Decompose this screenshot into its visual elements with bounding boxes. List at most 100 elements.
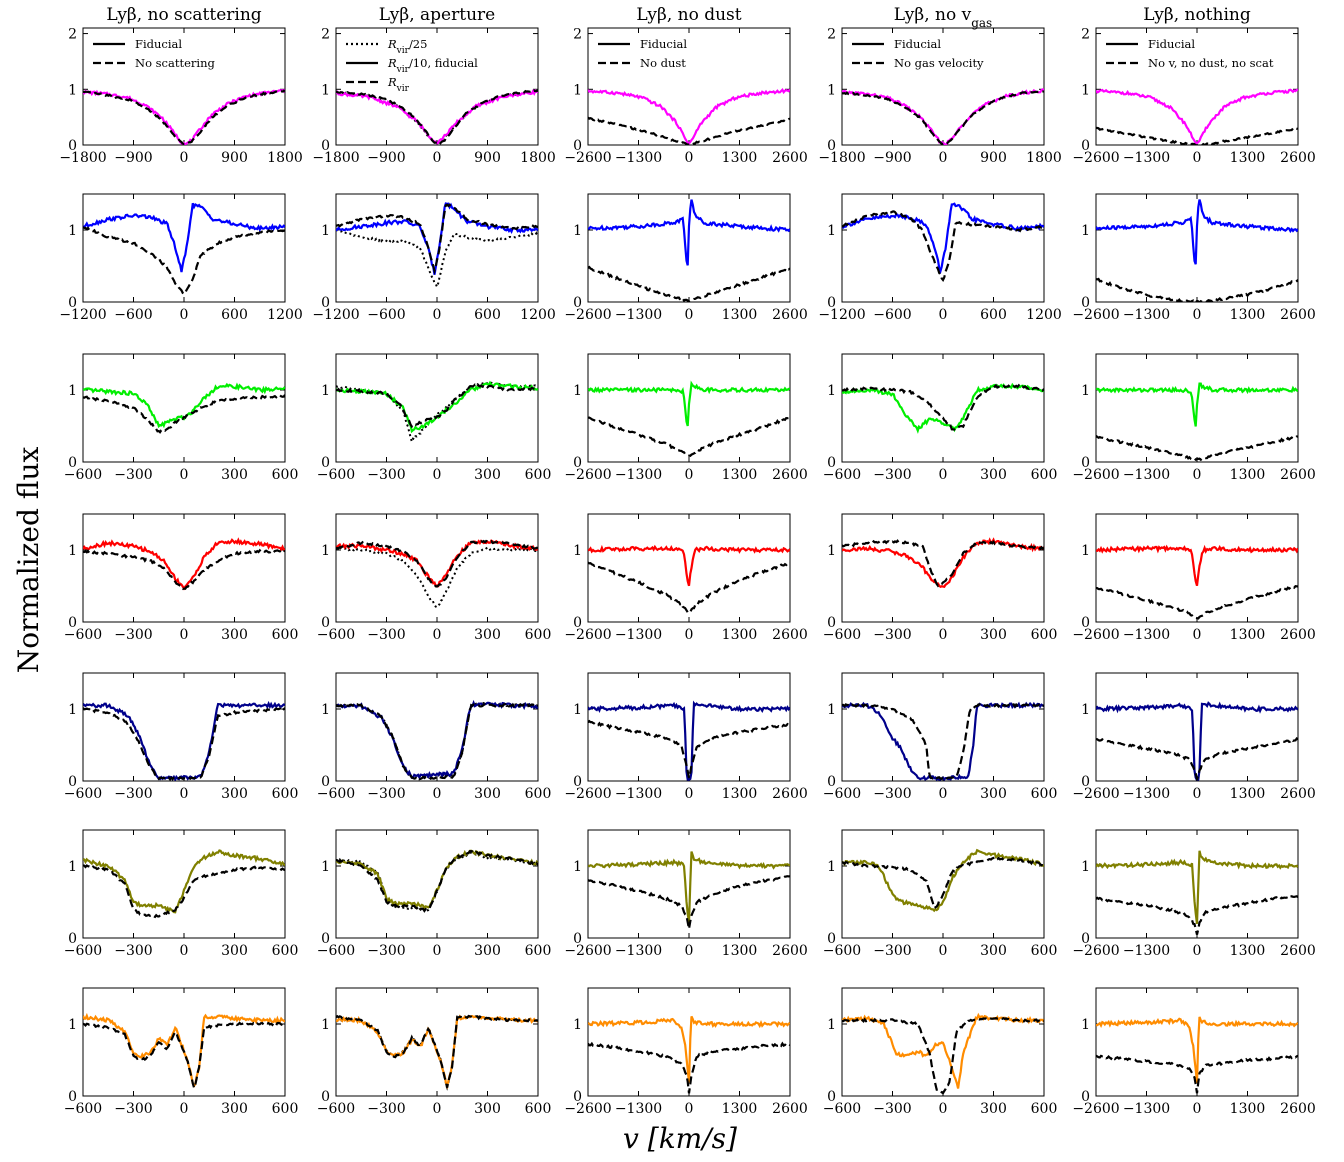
line-fiducial [588,851,790,923]
panel-lines [83,382,285,434]
x-tick-label: 1300 [1230,307,1266,323]
line-fiducial [1096,199,1298,265]
x-tick-label: −1300 [615,467,662,483]
x-tick-label: 600 [1031,943,1058,959]
x-tick-label: −600 [64,786,102,802]
line-dashed [1096,435,1298,462]
x-tick-label: −2600 [1072,627,1119,643]
y-tick-label: 0 [1081,455,1090,471]
y-tick-label: 1 [68,543,77,559]
line-fiducial [842,382,1044,434]
y-tick-label: 1 [573,82,582,98]
x-tick-label: 1300 [1230,467,1266,483]
x-tick-label: −1300 [1123,307,1170,323]
line-fiducial [588,544,790,587]
panel-frame [841,513,1045,623]
y-tick-label: 1 [68,1017,77,1033]
y-tick-label: 1 [68,859,77,875]
line-dashed [1096,585,1298,620]
panel-r4-c1: −600 −300 0 300 600 0 1 [64,513,298,643]
panel-frame [82,513,286,623]
x-tick-label: −600 [317,467,355,483]
x-tick-label: 300 [221,627,248,643]
column-title: Lyβ, nothing [1143,5,1251,25]
y-tick-label: 0 [68,1089,77,1105]
panel-r6-c3: −2600 −1300 0 1300 2600 0 1 [564,829,808,959]
x-tick-label: 600 [1031,786,1058,802]
panel-r4-c3: −2600 −1300 0 1300 2600 0 1 [564,513,808,643]
x-tick-label: −600 [823,786,861,802]
line-dashed [336,384,538,429]
x-tick-label: −1300 [1123,1101,1170,1117]
panel-lines [83,700,285,781]
y-tick-label: 1 [1081,859,1090,875]
line-fiducial [336,539,538,588]
x-tick-label: 600 [272,1101,299,1117]
y-tick-label: 0 [321,455,330,471]
panel-lines [588,1015,790,1094]
x-tick-label: −300 [367,467,405,483]
y-tick-label: 1 [68,702,77,718]
panel-lines [1096,382,1298,462]
x-tick-label: 1300 [722,627,758,643]
y-tick-label: 0 [827,615,836,631]
x-tick-label: −2600 [564,307,611,323]
y-tick-label: 0 [321,1089,330,1105]
line-dashed [588,415,790,457]
x-tick-label: 0 [180,1101,189,1117]
x-tick-label: −2600 [564,1101,611,1117]
legend-label: Fiducial [1148,37,1195,51]
panel-lines [1096,850,1298,935]
x-tick-label: −2600 [1072,467,1119,483]
x-tick-label: 0 [685,943,694,959]
x-tick-label: 300 [221,943,248,959]
line-fiducial [83,700,285,781]
line-fiducial [336,699,538,780]
x-tick-label: −1300 [615,307,662,323]
x-tick-label: 0 [433,1101,442,1117]
x-tick-label: 1200 [267,307,303,323]
y-tick-label: 1 [827,1017,836,1033]
panel-r5-c4: −600 −300 0 300 600 0 1 [823,672,1058,802]
x-tick-label: 600 [1031,627,1058,643]
y-tick-label: 1 [321,859,330,875]
x-tick-label: −1300 [1123,786,1170,802]
x-tick-label: 1300 [722,307,758,323]
x-tick-label: 1300 [1230,150,1266,166]
x-tick-label: −1800 [59,150,106,166]
y-tick-label: 2 [827,27,836,43]
y-tick-label: 1 [827,859,836,875]
x-tick-label: 0 [433,627,442,643]
y-tick-label: 1 [827,223,836,239]
panel-frame [841,353,1045,463]
y-tick-label: 0 [1081,138,1090,154]
panel-frame [1095,27,1299,146]
line-dashed [842,1016,1044,1095]
panel-r3-c2: −600 −300 0 300 600 0 1 [317,353,551,483]
x-tick-label: 600 [525,1101,552,1117]
x-tick-label: −2600 [1072,1101,1119,1117]
x-tick-label: 0 [180,943,189,959]
line-dashed [336,849,538,913]
x-tick-label: −300 [873,467,911,483]
y-tick-label: 0 [827,774,836,790]
line-fiducial [83,202,285,273]
panel-r3-c1: −600 −300 0 300 600 0 1 [64,353,298,483]
line-dashed [588,719,790,778]
line-dashed [588,1041,790,1094]
x-tick-label: 0 [939,786,948,802]
line-dashed [83,226,285,296]
y-tick-label: 0 [321,774,330,790]
x-tick-label: −600 [317,1101,355,1117]
x-tick-label: 0 [1193,150,1202,166]
legend-label: Rvir [387,75,410,94]
x-tick-label: 900 [474,150,501,166]
x-tick-label: −600 [823,1101,861,1117]
line-fiducial [336,88,538,145]
x-tick-label: 0 [180,627,189,643]
x-tick-label: 0 [180,467,189,483]
y-tick-label: 1 [1081,383,1090,399]
x-tick-label: −600 [317,943,355,959]
y-tick-label: 2 [321,27,330,43]
x-tick-label: −300 [367,786,405,802]
